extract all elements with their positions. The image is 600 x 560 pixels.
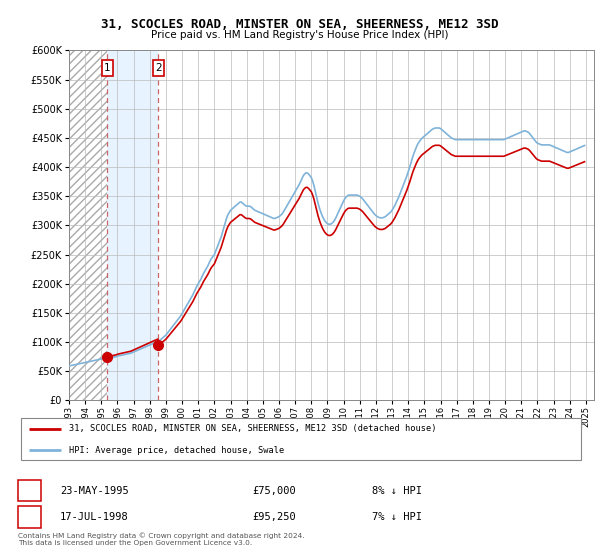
Bar <box>107 50 158 400</box>
Text: 1: 1 <box>26 486 33 496</box>
Text: 17-JUL-1998: 17-JUL-1998 <box>60 512 129 522</box>
Text: 7% ↓ HPI: 7% ↓ HPI <box>372 512 422 522</box>
Text: Price paid vs. HM Land Registry's House Price Index (HPI): Price paid vs. HM Land Registry's House … <box>151 30 449 40</box>
Text: 8% ↓ HPI: 8% ↓ HPI <box>372 486 422 496</box>
Text: £75,000: £75,000 <box>252 486 296 496</box>
Text: HPI: Average price, detached house, Swale: HPI: Average price, detached house, Swal… <box>69 446 284 455</box>
Text: 31, SCOCLES ROAD, MINSTER ON SEA, SHEERNESS, ME12 3SD: 31, SCOCLES ROAD, MINSTER ON SEA, SHEERN… <box>101 18 499 31</box>
Text: Contains HM Land Registry data © Crown copyright and database right 2024.
This d: Contains HM Land Registry data © Crown c… <box>18 533 305 546</box>
Text: 2: 2 <box>26 512 33 522</box>
Text: 2: 2 <box>155 63 162 73</box>
FancyBboxPatch shape <box>21 418 581 460</box>
Text: 31, SCOCLES ROAD, MINSTER ON SEA, SHEERNESS, ME12 3SD (detached house): 31, SCOCLES ROAD, MINSTER ON SEA, SHEERN… <box>69 424 437 433</box>
Text: 1: 1 <box>104 63 111 73</box>
Text: 23-MAY-1995: 23-MAY-1995 <box>60 486 129 496</box>
Bar <box>69 50 107 400</box>
Text: £95,250: £95,250 <box>252 512 296 522</box>
